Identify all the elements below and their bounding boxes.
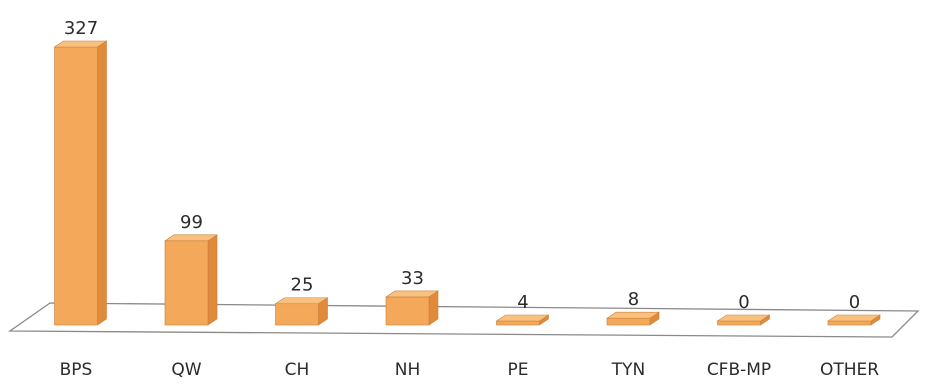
bar-top xyxy=(495,314,550,322)
tick-label-nh: NH xyxy=(395,360,421,380)
tick-label-ch: CH xyxy=(285,360,310,380)
tick-label-tyn: TYN xyxy=(611,360,646,380)
bar-top xyxy=(606,311,660,319)
bar-tyn xyxy=(606,311,660,326)
bars-group xyxy=(53,40,881,326)
data-label-qw: 99 xyxy=(180,212,203,233)
bar-front xyxy=(496,320,540,326)
data-label-pe: 4 xyxy=(517,292,528,313)
bar-front xyxy=(717,320,761,326)
bar-pe xyxy=(495,314,550,326)
bar-side xyxy=(207,234,218,326)
data-label-other: 0 xyxy=(849,292,860,313)
chart-floor xyxy=(7,302,920,338)
bar-side xyxy=(97,40,107,326)
data-label-tyn: 8 xyxy=(628,289,639,310)
bar-front xyxy=(827,320,872,326)
bar-other xyxy=(827,314,881,326)
tick-label-pe: PE xyxy=(508,360,529,380)
bar-front xyxy=(606,317,651,326)
tick-label-bps: BPS xyxy=(60,360,93,380)
data-label-nh: 33 xyxy=(401,268,424,289)
bar-bps xyxy=(53,40,108,326)
data-label-ch: 25 xyxy=(291,275,314,296)
bar-front xyxy=(275,303,319,326)
tick-label-cfb-mp: CFB-MP xyxy=(707,360,771,380)
bar-nh xyxy=(385,290,439,326)
bar-top xyxy=(53,40,108,48)
bar-ch xyxy=(274,297,329,326)
bar-front xyxy=(164,240,209,326)
bar-qw xyxy=(164,234,218,326)
data-label-bps: 327 xyxy=(64,18,98,39)
tick-label-other: OTHER xyxy=(820,360,879,380)
bar-top xyxy=(164,234,218,242)
data-label-cfb-mp: 0 xyxy=(738,292,749,313)
tick-label-qw: QW xyxy=(171,360,201,380)
data-labels-group: 327 99 25 33 4 8 0 0 xyxy=(64,18,860,313)
bar-top xyxy=(716,314,771,322)
bar-front xyxy=(54,46,98,326)
bar-top xyxy=(385,290,439,298)
bar-top xyxy=(827,314,881,322)
category-labels-group: BPS QW CH NH PE TYN CFB-MP OTHER xyxy=(60,360,880,380)
bar-front xyxy=(385,296,430,326)
bar-cfb-mp xyxy=(716,314,771,326)
bar-top xyxy=(274,297,329,305)
